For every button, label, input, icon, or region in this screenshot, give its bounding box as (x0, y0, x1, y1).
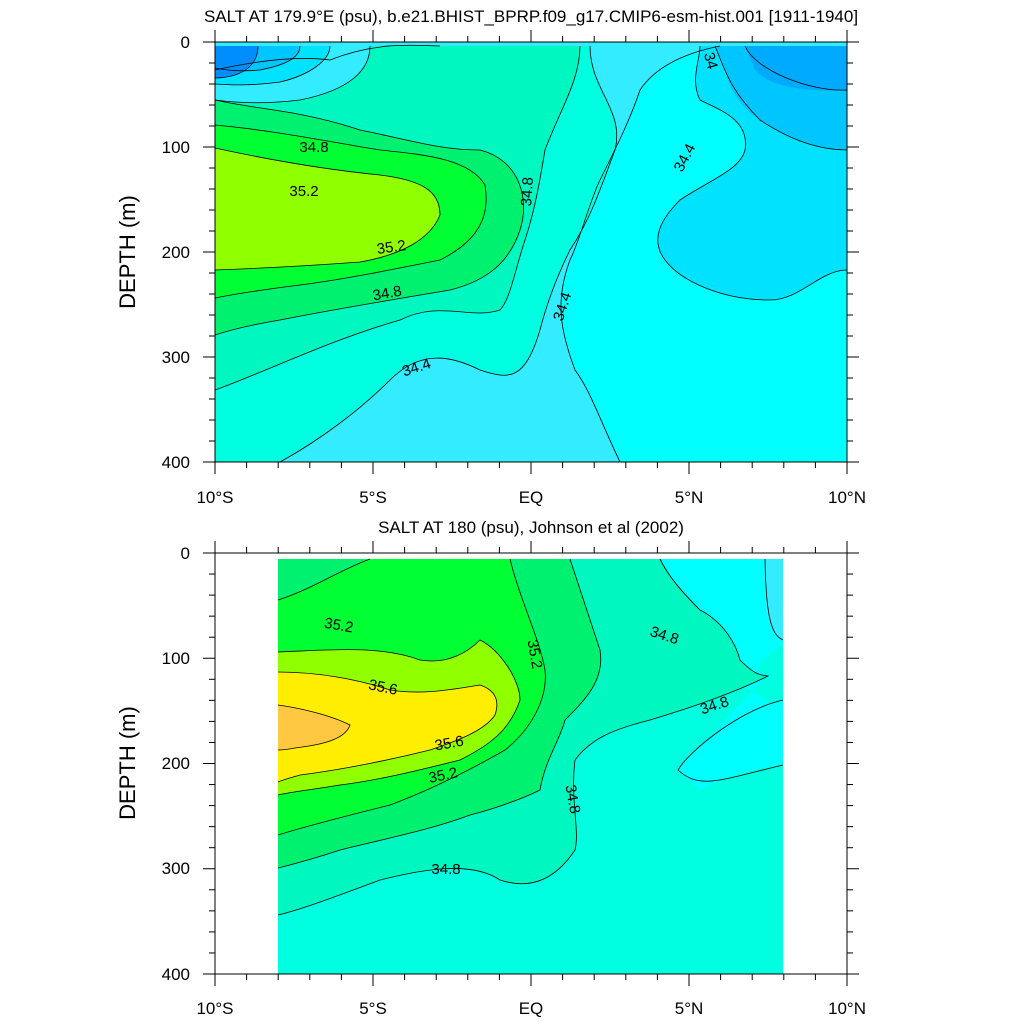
bottom-contour-field (277, 558, 784, 974)
top-y-tick-labels: 0 100 200 300 400 (162, 33, 190, 472)
top-label-35-2-a: 35.2 (289, 183, 318, 200)
bottom-ticks (203, 541, 859, 986)
top-xtick-10s: 10°S (196, 488, 233, 507)
top-panel: SALT AT 179.9°E (psu), b.e21.BHIST_BPRP.… (115, 7, 866, 507)
bottom-label-35-6-b: 35.6 (433, 733, 465, 755)
bottom-xtick-5s: 5°S (359, 999, 387, 1018)
top-contour-field (215, 42, 847, 462)
bottom-ytick-0: 0 (181, 544, 190, 563)
bottom-contour-lines (277, 558, 784, 916)
bottom-xtick-eq: EQ (519, 999, 544, 1018)
bottom-ytick-400: 400 (162, 965, 190, 984)
top-band-35-4 (215, 148, 440, 270)
bottom-panel: SALT AT 180 (psu), Johnson et al (2002) (115, 518, 866, 1018)
top-xtick-5s: 5°S (359, 488, 387, 507)
bottom-xtick-10n: 10°N (828, 999, 866, 1018)
top-band-33-6-right (745, 46, 847, 91)
top-ytick-400: 400 (162, 453, 190, 472)
top-xtick-10n: 10°N (828, 488, 866, 507)
top-label-34-8-c: 34.8 (371, 283, 403, 305)
bottom-label-34-8-c: 34.8 (562, 783, 584, 815)
bottom-band-34-4-b (678, 700, 783, 790)
bottom-band-34-2 (765, 559, 783, 640)
bottom-contour-labels: 34.8 34.8 34.8 34.8 35.2 35.2 35.2 35.6 … (323, 615, 731, 878)
top-xtick-5n: 5°N (675, 488, 704, 507)
top-label-35-2-b: 35.2 (376, 237, 407, 258)
top-ytick-200: 200 (162, 243, 190, 262)
bottom-band-35-6 (278, 672, 497, 782)
top-label-34-8-a: 34.8 (299, 139, 328, 156)
top-title: SALT AT 179.9°E (psu), b.e21.BHIST_BPRP.… (204, 7, 858, 26)
top-label-34-8-b: 34.8 (518, 177, 537, 207)
bottom-xtick-10s: 10°S (196, 999, 233, 1018)
top-contour-lines (215, 44, 847, 462)
bottom-ytick-200: 200 (162, 754, 190, 773)
top-band-35-6 (215, 190, 240, 236)
top-label-34: 34 (700, 51, 721, 72)
bottom-y-axis-label: DEPTH (m) (115, 706, 140, 820)
bottom-band-35-8 (278, 705, 350, 750)
top-contour-labels: 34 34.4 34.4 34.4 34.8 34.8 34.8 35.2 35… (289, 51, 720, 381)
bottom-ytick-100: 100 (162, 649, 190, 668)
bottom-ytick-300: 300 (162, 859, 190, 878)
bottom-label-35-2-b: 35.2 (524, 638, 546, 670)
bottom-xtick-5n: 5°N (675, 999, 704, 1018)
bottom-title: SALT AT 180 (psu), Johnson et al (2002) (378, 518, 684, 537)
bottom-label-35-6-a: 35.6 (367, 676, 399, 699)
top-x-tick-labels: 10°S 5°S EQ 5°N 10°N (196, 488, 866, 507)
bottom-label-35-2-a: 35.2 (323, 615, 355, 637)
top-xtick-eq: EQ (519, 488, 544, 507)
top-ticks (203, 30, 859, 474)
bottom-label-34-8-d: 34.8 (431, 861, 460, 878)
bottom-label-35-2-c: 35.2 (427, 764, 459, 787)
top-y-axis-label: DEPTH (m) (115, 195, 140, 309)
top-ytick-300: 300 (162, 348, 190, 367)
top-band-34-4 (215, 46, 847, 462)
bottom-x-tick-labels: 10°S 5°S EQ 5°N 10°N (196, 999, 866, 1018)
bottom-y-tick-labels: 0 100 200 300 400 (162, 544, 190, 984)
top-ytick-100: 100 (162, 138, 190, 157)
top-ytick-0: 0 (181, 33, 190, 52)
